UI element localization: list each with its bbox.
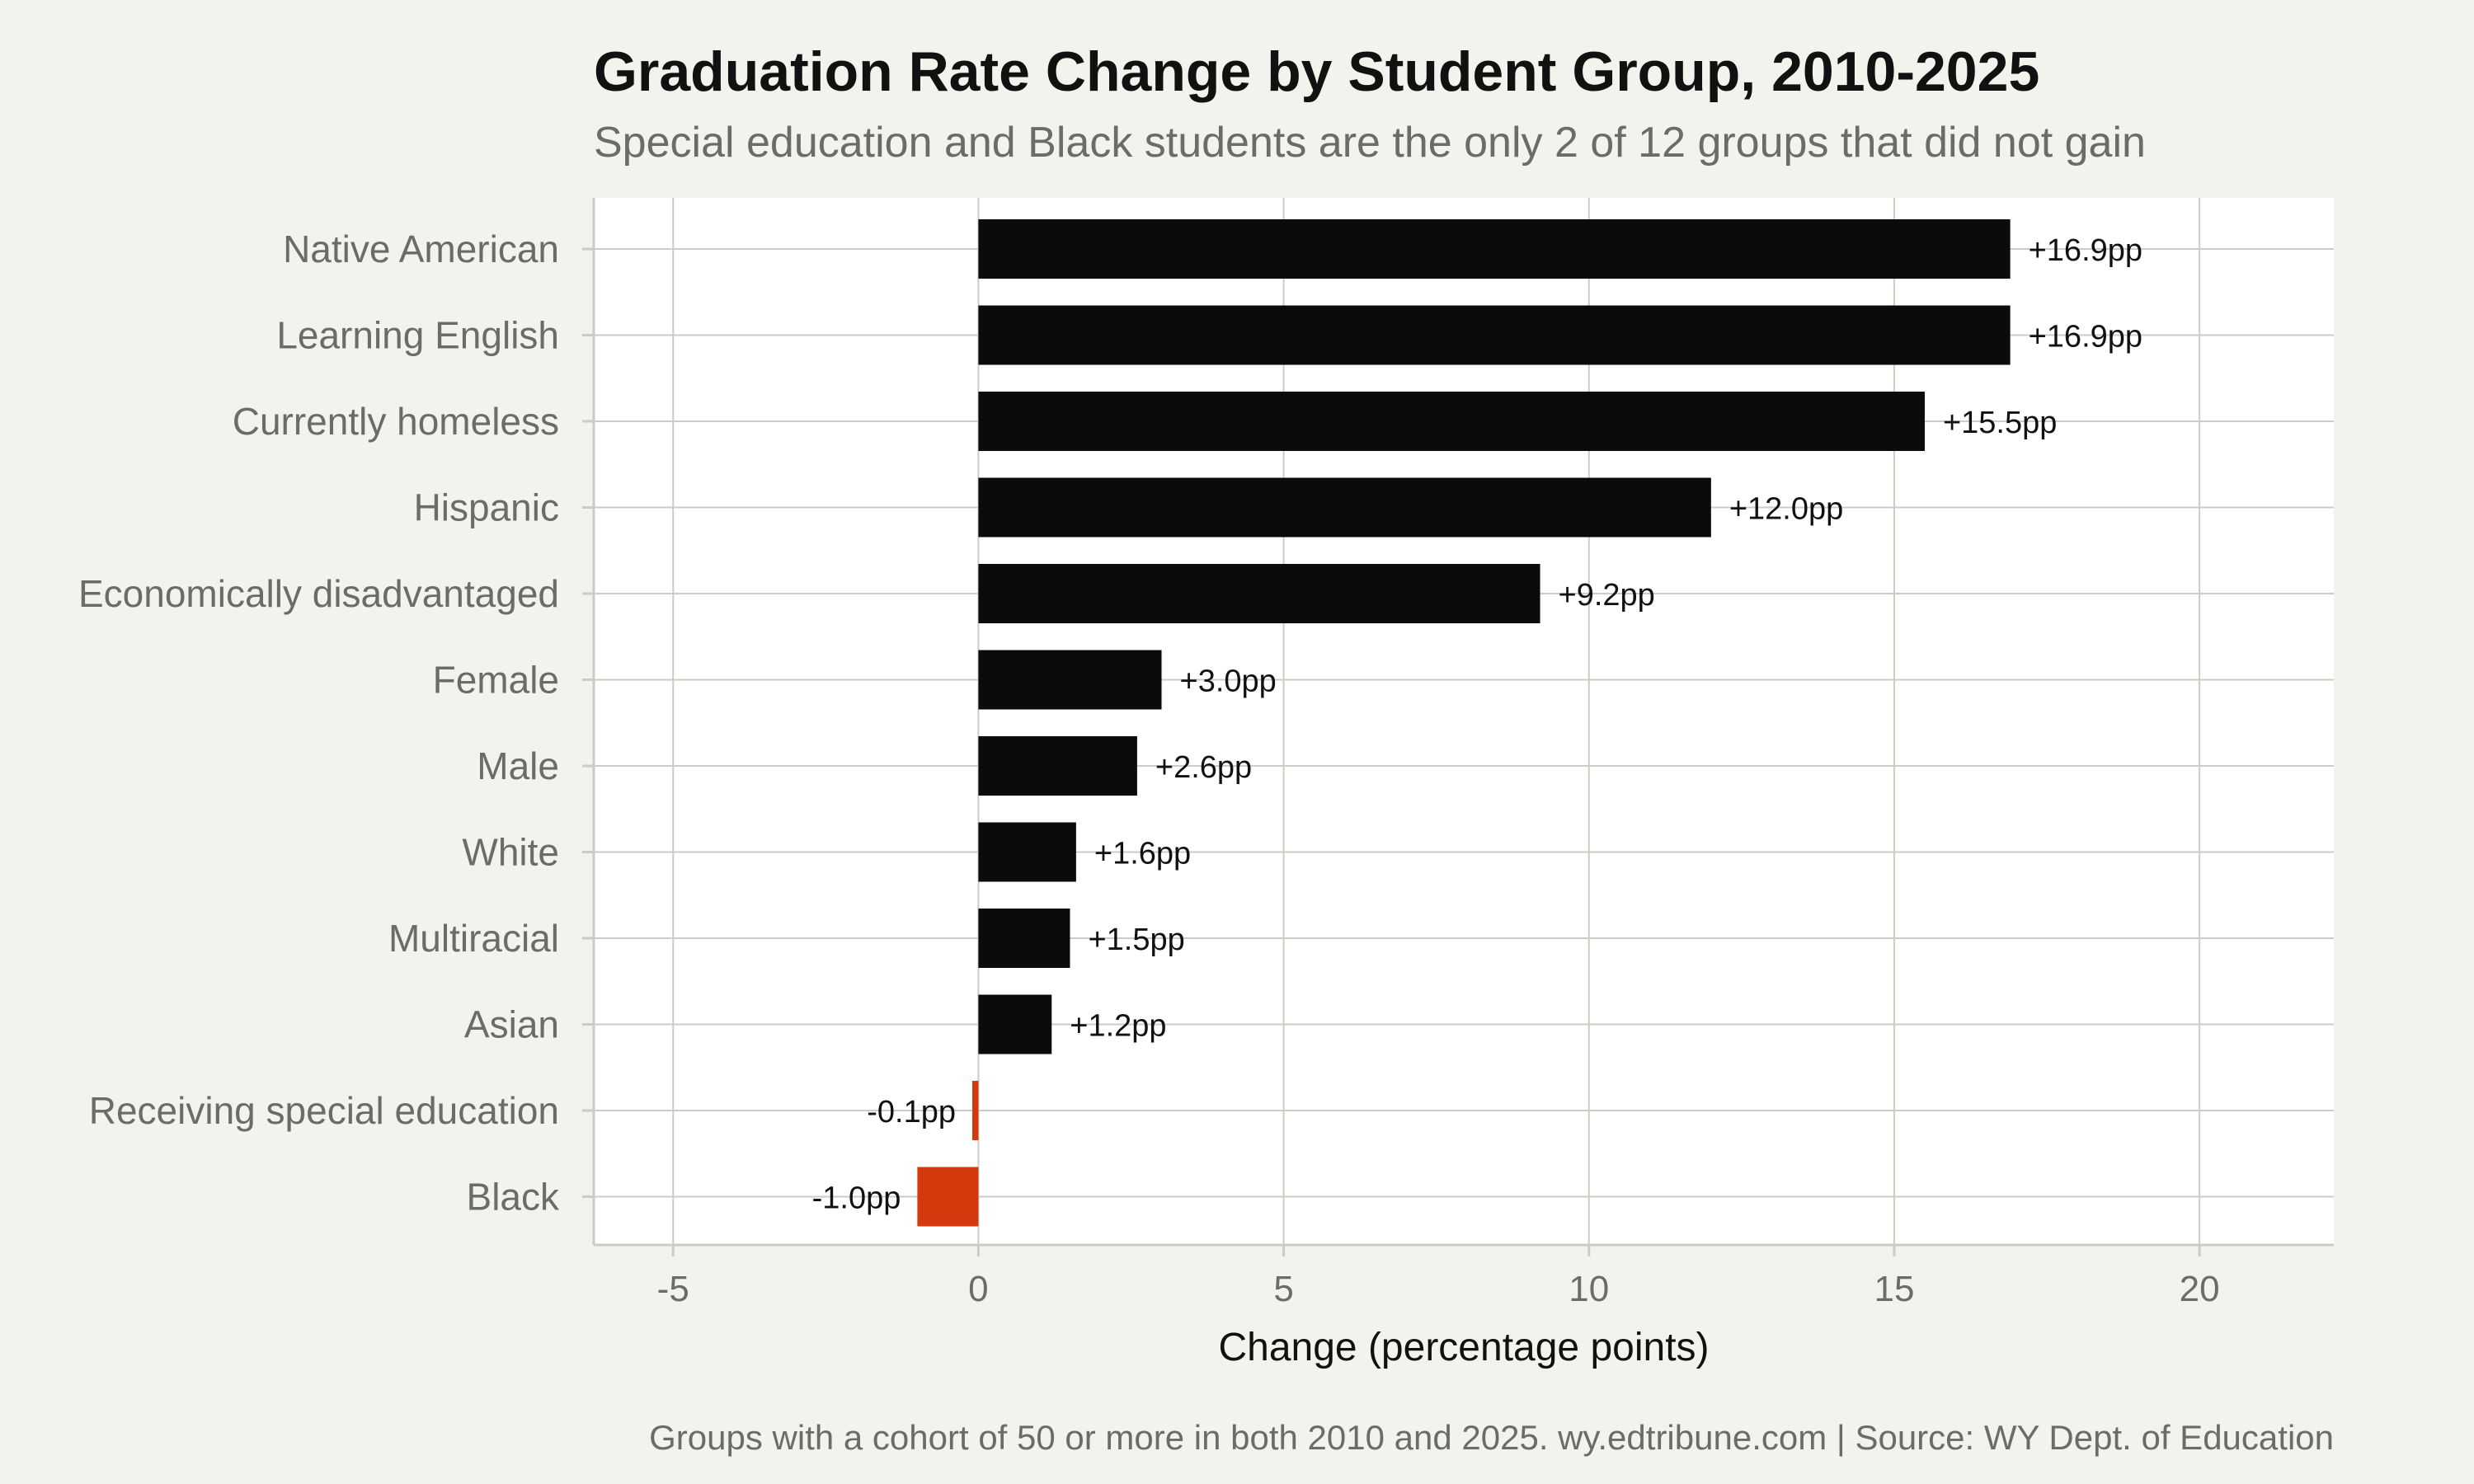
data-label: -0.1pp <box>867 1095 956 1129</box>
category-label: Receiving special education <box>89 1089 559 1132</box>
bar <box>917 1167 979 1227</box>
bar <box>978 650 1162 710</box>
bar <box>978 994 1052 1054</box>
bar <box>972 1081 979 1140</box>
category-label: Currently homeless <box>233 400 559 443</box>
x-tick-label: 10 <box>1569 1269 1609 1309</box>
bar <box>978 564 1540 623</box>
data-label: +2.6pp <box>1155 750 1252 785</box>
category-label: Male <box>477 744 559 787</box>
category-label: Asian <box>464 1003 559 1046</box>
data-label: +1.6pp <box>1094 837 1191 871</box>
bar <box>978 392 1925 451</box>
bar <box>978 219 2011 279</box>
category-label: Multiracial <box>388 917 559 960</box>
chart-caption: Groups with a cohort of 50 or more in bo… <box>649 1418 2334 1457</box>
data-label: +15.5pp <box>1943 406 2057 440</box>
chart-subtitle: Special education and Black students are… <box>594 119 2146 167</box>
x-tick-label: 15 <box>1874 1269 1914 1309</box>
x-tick-labels: -5 0 5 10 15 20 <box>657 1269 2220 1309</box>
bar <box>978 909 1070 968</box>
category-label: Native American <box>283 228 559 270</box>
chart-title: Graduation Rate Change by Student Group,… <box>594 40 2039 103</box>
category-label: Economically disadvantaged <box>78 572 559 615</box>
x-tick-label: -5 <box>657 1269 689 1309</box>
x-tick-label: 5 <box>1273 1269 1293 1309</box>
category-label: Learning English <box>276 314 559 357</box>
x-tick-label: 20 <box>2180 1269 2220 1309</box>
bar <box>978 305 2011 365</box>
data-labels: +16.9pp +16.9pp +15.5pp +12.0pp +9.2pp +3.0pp… <box>812 233 2142 1216</box>
data-label: +16.9pp <box>2029 320 2142 355</box>
category-labels: Native American Learning English Currently… <box>78 228 560 1219</box>
bars <box>917 219 2011 1227</box>
data-label: -1.0pp <box>812 1181 901 1216</box>
bar <box>978 477 1711 538</box>
data-label: +12.0pp <box>1729 492 1843 527</box>
data-label: +3.0pp <box>1180 665 1277 699</box>
bar <box>978 736 1137 796</box>
x-axis-title: Change (percentage points) <box>1218 1326 1709 1369</box>
data-label: +1.5pp <box>1088 923 1184 957</box>
x-tick-label: 0 <box>968 1269 988 1309</box>
axes <box>582 198 2334 1256</box>
data-label: +16.9pp <box>2029 233 2142 268</box>
category-label: Female <box>433 659 559 702</box>
plot-panel <box>594 198 2334 1245</box>
bar <box>978 822 1076 882</box>
category-label: Black <box>467 1176 560 1219</box>
category-label: Hispanic <box>414 486 559 529</box>
category-label: White <box>462 831 559 874</box>
data-label: +1.2pp <box>1070 1009 1166 1044</box>
data-label: +9.2pp <box>1559 578 1655 613</box>
